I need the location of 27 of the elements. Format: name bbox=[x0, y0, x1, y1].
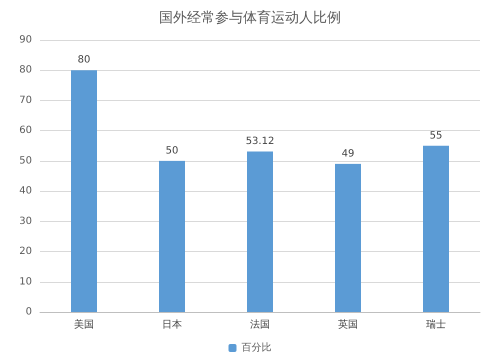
x-tick-label: 瑞士 bbox=[426, 318, 446, 330]
y-tick-label: 90 bbox=[19, 34, 32, 46]
x-tick-label: 法国 bbox=[250, 318, 270, 330]
y-tick-label: 0 bbox=[26, 306, 32, 318]
y-tick-label: 30 bbox=[19, 216, 32, 227]
data-label: 80 bbox=[78, 54, 90, 66]
bar bbox=[247, 151, 273, 312]
chart-title: 国外经常参与体育运动人比例 bbox=[159, 9, 341, 26]
y-tick-label: 50 bbox=[19, 155, 32, 166]
data-label: 55 bbox=[430, 130, 442, 142]
y-tick-label: 40 bbox=[19, 186, 32, 197]
y-tick-label: 80 bbox=[19, 64, 32, 76]
y-tick-label: 60 bbox=[19, 125, 32, 136]
y-tick-label: 10 bbox=[19, 276, 32, 288]
bar bbox=[335, 164, 361, 312]
x-tick-label: 日本 bbox=[162, 318, 182, 330]
x-tick-label: 英国 bbox=[338, 318, 358, 330]
bar bbox=[423, 146, 449, 312]
y-tick-label: 70 bbox=[19, 94, 32, 106]
legend-label: 百分比 bbox=[242, 342, 272, 354]
data-label: 49 bbox=[342, 148, 354, 160]
bar bbox=[71, 70, 97, 312]
data-label: 53.12 bbox=[246, 136, 274, 147]
x-tick-label: 美国 bbox=[74, 318, 94, 330]
y-tick-label: 20 bbox=[19, 246, 32, 258]
data-label: 50 bbox=[166, 145, 178, 156]
bar bbox=[159, 160, 185, 312]
